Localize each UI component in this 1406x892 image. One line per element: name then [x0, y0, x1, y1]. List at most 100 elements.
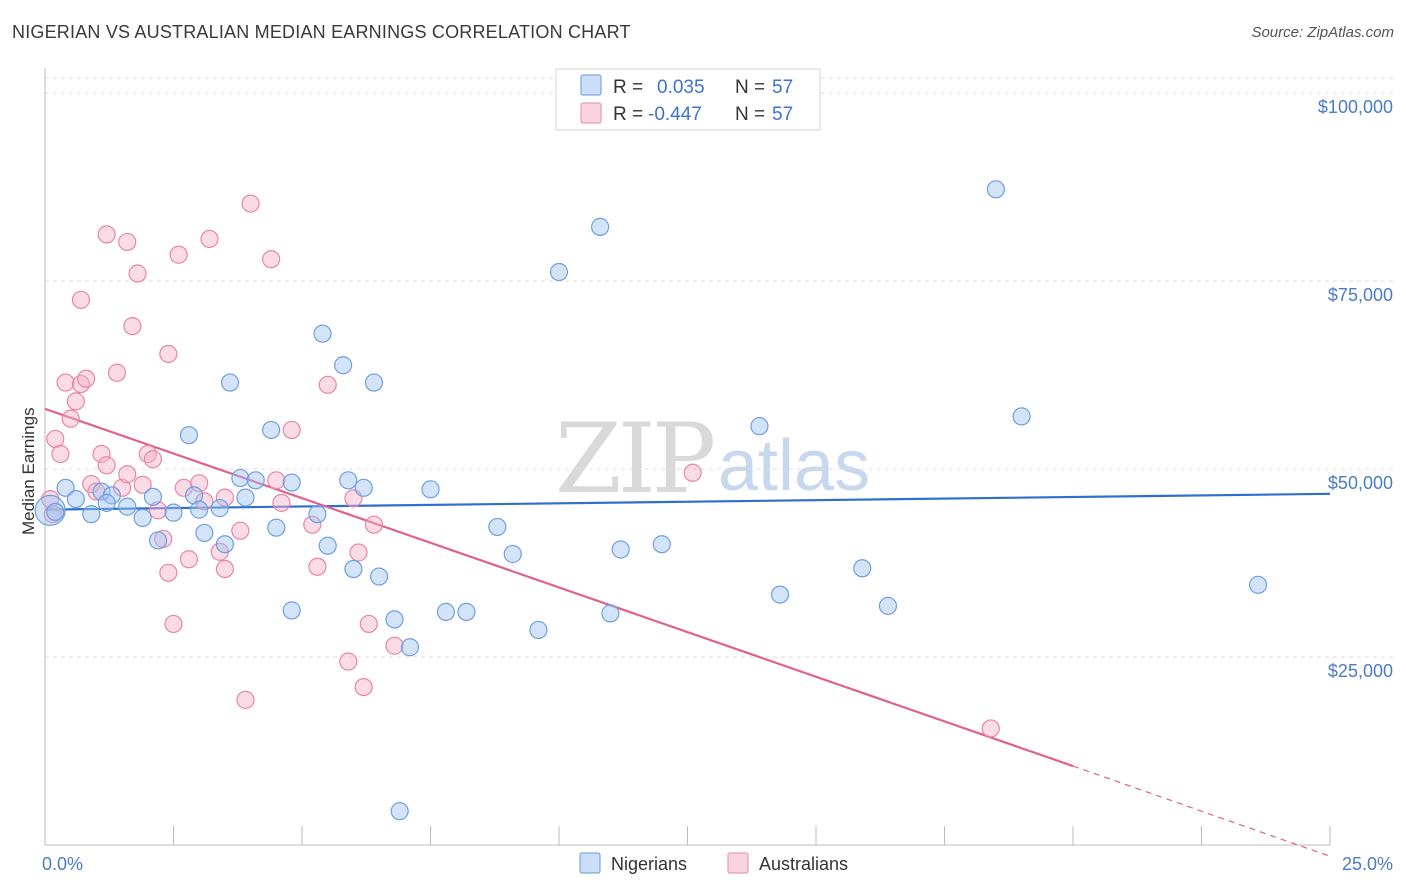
nigerians-point [770, 585, 790, 604]
nigerians-point [436, 602, 456, 621]
australians-point [318, 375, 337, 394]
australians-point [272, 493, 291, 512]
nigerians-point [143, 487, 163, 506]
australians-point [354, 677, 373, 697]
nigerians-point [853, 559, 872, 578]
nigerians-point [529, 620, 548, 640]
australians-point [133, 475, 152, 494]
stats-r-label-australians: R = [613, 104, 643, 125]
nigerians-point [339, 471, 358, 490]
australians-point [61, 409, 80, 428]
stats-n-label-australians: N = [735, 104, 765, 125]
nigerians-point [370, 567, 389, 586]
y-tick-label: $75,000 [1328, 285, 1393, 305]
australians-point [43, 505, 62, 524]
nigerians-point [215, 535, 234, 554]
nigerians-point [179, 426, 199, 445]
nigerians-point [313, 324, 332, 343]
y-tick-label: $50,000 [1328, 473, 1393, 493]
nigerians-point [46, 502, 65, 521]
nigerians-point [344, 559, 363, 579]
nigerians-point [318, 536, 337, 555]
nigerians-point [164, 503, 183, 522]
australians-trend-extension [1072, 765, 1331, 857]
source-credit: Source: ZipAtlas.com [1251, 24, 1394, 41]
nigerians-point [236, 488, 255, 507]
x-tick-max: 25.0% [1342, 854, 1393, 874]
australians-point [71, 374, 91, 394]
legend-swatch-australians [727, 852, 749, 874]
australians-point [71, 290, 91, 309]
australians-point [303, 515, 322, 534]
nigerians-point [591, 217, 610, 236]
australians-point [262, 250, 281, 269]
australians-point [385, 636, 404, 655]
series-legend: Nigerians Australians [579, 852, 848, 874]
australians-point [200, 229, 219, 249]
y-axis-title: Median Earnings [19, 407, 38, 535]
nigerians-point [118, 497, 137, 516]
legend-swatch-nigerians [579, 852, 601, 874]
australians-point [349, 543, 368, 562]
australians-point [138, 444, 157, 464]
nigerians-point [195, 523, 214, 543]
nigerians-point [148, 531, 168, 550]
australians-point [97, 225, 116, 244]
watermark-atlas: atlas [718, 426, 870, 506]
nigerians-point [190, 500, 209, 519]
australians-point [169, 245, 188, 264]
australians-point [128, 264, 147, 283]
nigerians-point [488, 517, 507, 537]
stats-swatch-australians [580, 102, 602, 124]
nigerians-point [267, 518, 286, 537]
australians-point [66, 392, 85, 411]
nigerians-point [282, 473, 301, 492]
australians-point [112, 478, 132, 497]
stats-legend: R = 0.035 N = 57 R = -0.447 N = 57 [555, 68, 821, 131]
australians-point [159, 563, 178, 582]
nigerians-point [133, 508, 152, 527]
stats-r-value-australians: -0.447 [648, 104, 702, 125]
australians-point [364, 515, 384, 534]
nigerians-point [601, 604, 620, 623]
nigerians-point [82, 505, 101, 524]
australians-point [231, 521, 250, 540]
australians-point [241, 194, 260, 213]
chart-title: NIGERIAN VS AUSTRALIAN MEDIAN EARNINGS C… [12, 22, 631, 42]
nigerians-trend-line [44, 492, 1331, 511]
legend-label-nigerians: Nigerians [611, 854, 687, 874]
australians-point [981, 719, 1000, 738]
australians-point [282, 420, 301, 440]
nigerians-point [652, 535, 671, 554]
nigerians-points [34, 180, 1268, 821]
nigerians-point [34, 494, 66, 526]
australians-point [118, 465, 137, 484]
gridlines [45, 77, 1395, 658]
x-tick-min: 0.0% [42, 854, 83, 874]
nigerians-point [97, 493, 116, 512]
stats-r-value-nigerians: 0.035 [657, 77, 705, 98]
australians-point [339, 652, 358, 671]
trend-lines [44, 407, 1331, 857]
nigerians-point [503, 544, 522, 564]
australians-point [215, 488, 234, 507]
nigerians-point [1012, 407, 1031, 426]
stats-r-label-nigerians: R = [613, 77, 643, 98]
nigerians-point [92, 482, 111, 501]
australians-point [92, 444, 111, 464]
nigerians-point [986, 180, 1006, 199]
australians-point [683, 463, 702, 482]
australians-point [164, 614, 183, 634]
australians-point [77, 369, 96, 388]
nigerians-point [457, 602, 476, 621]
watermark-zip: ZIP [555, 403, 714, 515]
nigerians-point [184, 486, 204, 505]
stats-swatch-nigerians [580, 74, 602, 96]
nigerians-point [246, 471, 265, 490]
australians-point [87, 482, 106, 501]
nigerians-point [385, 610, 404, 629]
nigerians-point [66, 489, 85, 509]
axes [44, 68, 1331, 846]
nigerians-point [364, 373, 384, 392]
nigerians-point [354, 478, 373, 497]
